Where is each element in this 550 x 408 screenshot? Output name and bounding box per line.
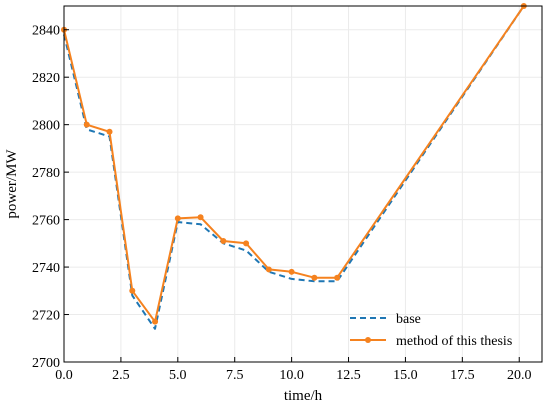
data-point [288,268,295,275]
y-tick-label: 2800 [32,119,60,134]
x-tick-label: 17.5 [450,368,475,383]
y-tick-label: 2820 [32,71,60,86]
data-point [106,128,113,135]
data-point [220,237,227,244]
legend: base method of this thesis [350,312,512,349]
legend-label-method: method of this thesis [396,334,512,349]
data-point [243,240,250,247]
series-line-base [63,5,525,330]
x-tick-label: 2.5 [112,368,130,383]
legend-marker-method [365,337,371,343]
legend-label-base: base [396,312,421,327]
y-tick-label: 2780 [32,166,60,181]
series-line-method [63,5,525,323]
data-point [197,214,204,221]
x-tick-label: 7.5 [226,368,244,383]
x-tick-label: 15.0 [393,368,418,383]
x-tick-label: 0.0 [55,368,73,383]
y-tick-label: 2840 [32,24,60,39]
plot-frame [63,5,543,363]
x-tick-label: 20.0 [507,368,532,383]
data-point [265,266,272,273]
x-tick-label: 5.0 [169,368,187,383]
data-point [174,215,181,222]
x-axis-label: time/h [284,388,323,404]
x-tick-label: 10.0 [279,368,304,383]
y-tick-label: 2700 [32,356,60,371]
data-point [311,274,318,281]
data-point [152,318,159,325]
x-axis-ticks: 0.0 2.5 5.0 7.5 10.0 12.5 15.0 17.5 20.0 [55,357,531,383]
y-axis-label: power/MW [4,149,20,219]
data-point [83,121,90,128]
series-layer [61,3,527,330]
data-point [334,274,341,281]
data-point [129,287,136,294]
y-axis-ticks: 2700 2720 2740 2760 2780 2800 2820 2840 [32,24,69,371]
y-tick-label: 2720 [32,309,60,324]
y-tick-label: 2740 [32,261,60,276]
y-tick-label: 2760 [32,214,60,229]
x-tick-label: 12.5 [336,368,361,383]
